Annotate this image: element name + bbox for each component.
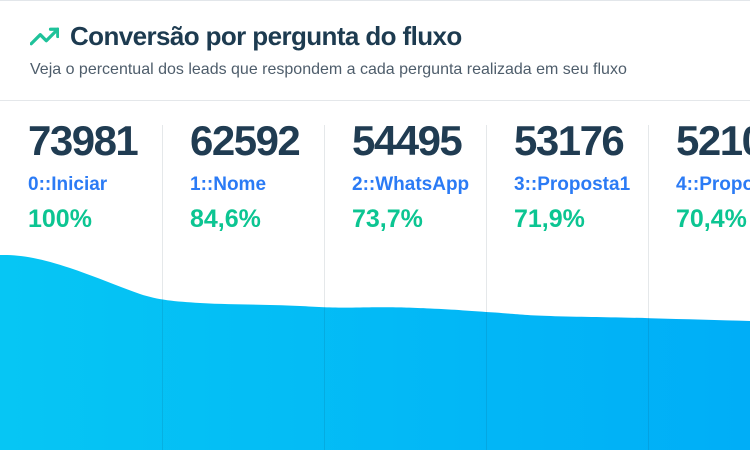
card-subtitle: Veja o percentual dos leads que responde… bbox=[30, 61, 627, 78]
card-top-border bbox=[0, 0, 750, 1]
step-column-2: 54495 2::WhatsApp 73,7% bbox=[324, 101, 486, 450]
step-count: 52100 bbox=[676, 117, 750, 164]
step-column-0: 73981 0::Iniciar 100% bbox=[0, 101, 162, 450]
step-percent: 70,4% bbox=[676, 205, 747, 233]
step-count: 73981 bbox=[28, 117, 139, 164]
card-title: Conversão por pergunta do fluxo bbox=[70, 21, 462, 51]
step-label[interactable]: 1::Nome bbox=[190, 174, 267, 195]
step-count: 62592 bbox=[190, 117, 301, 164]
step-count: 54495 bbox=[352, 117, 463, 164]
step-percent: 71,9% bbox=[514, 205, 585, 233]
column-divider bbox=[162, 125, 163, 450]
column-divider bbox=[486, 125, 487, 450]
title-row: Conversão por pergunta do fluxo bbox=[30, 21, 720, 51]
step-label[interactable]: 2::WhatsApp bbox=[352, 174, 470, 195]
column-divider bbox=[324, 125, 325, 450]
stats-row: 73981 0::Iniciar 100% 62592 1::Nome 84,6… bbox=[0, 101, 750, 450]
step-label[interactable]: 0::Iniciar bbox=[28, 174, 108, 195]
step-column-1: 62592 1::Nome 84,6% bbox=[162, 101, 324, 450]
funnel-chart-section: 73981 0::Iniciar 100% 62592 1::Nome 84,6… bbox=[0, 101, 750, 450]
card-header: Conversão por pergunta do fluxo Veja o p… bbox=[0, 0, 750, 79]
header-divider bbox=[0, 100, 750, 101]
step-percent: 73,7% bbox=[352, 205, 423, 233]
step-percent: 100% bbox=[28, 205, 92, 233]
conversion-area-chart[interactable] bbox=[0, 101, 750, 450]
column-divider bbox=[648, 125, 649, 450]
step-column-3: 53176 3::Proposta1 71,9% bbox=[486, 101, 648, 450]
step-label[interactable]: 3::Proposta1 bbox=[514, 174, 631, 195]
trending-up-icon bbox=[30, 27, 59, 45]
step-label[interactable]: 4::Proposta2 bbox=[676, 174, 750, 195]
step-column-4: 52100 4::Proposta2 70,4% bbox=[648, 101, 750, 450]
step-count: 53176 bbox=[514, 117, 625, 164]
step-percent: 84,6% bbox=[190, 205, 261, 233]
area-fill bbox=[0, 254, 750, 450]
